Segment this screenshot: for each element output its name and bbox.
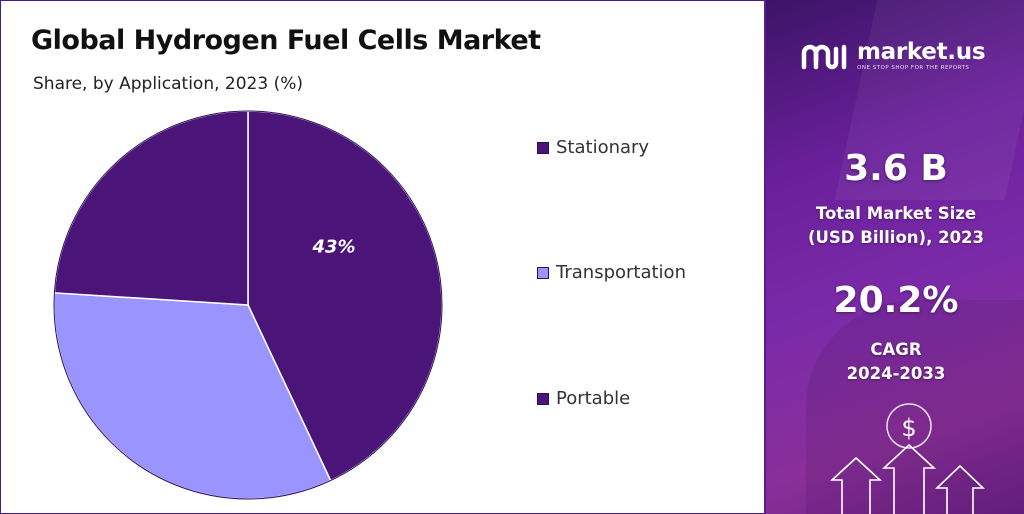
market-us-logo-icon [801,44,847,69]
legend-swatch [537,392,549,405]
pie-outline [53,110,443,500]
cagr-label-line1: CAGR [870,340,922,359]
brand-tagline: ONE STOP SHOP FOR THE REPORTS [857,65,970,71]
chart-subtitle: Share, by Application, 2023 (%) [33,74,303,94]
up-arrow-icon [935,464,985,514]
cagr-value: 20.2% [833,280,959,321]
pie-data-label: 43% [311,236,355,257]
market-size-label-line2: (USD Billion), 2023 [807,228,985,247]
cagr-label-line2: 2024-2033 [846,364,946,383]
coin-icon [886,403,932,449]
legend-label: Stationary [556,137,650,158]
growth-decoration: $ [829,403,985,514]
up-arrow-icon [881,443,937,514]
pie-chart: 43% [53,110,443,500]
pie-slice-portable [53,110,249,306]
legend-label: Portable [556,388,631,409]
brand-name: market.us [857,39,986,65]
legend-item-portable: Portable [537,388,630,409]
brand-logo: market.us ONE STOP SHOP FOR THE REPORTS [800,39,986,71]
legend-swatch [537,266,549,279]
market-size-value: 3.6 B [844,148,948,189]
chart-panel: Global Hydrogen Fuel Cells Market Share,… [1,1,762,513]
up-arrow-icon [829,456,883,514]
legend-item-transportation: Transportation [537,262,686,283]
market-size-label-line1: Total Market Size [815,204,977,223]
stats-panel: market.us ONE STOP SHOP FOR THE REPORTS … [764,0,1024,514]
legend-swatch [537,141,549,154]
chart-title: Global Hydrogen Fuel Cells Market [31,25,541,56]
legend-label: Transportation [556,262,686,283]
legend-item-stationary: Stationary [537,137,649,158]
dollar-icon: $ [901,414,916,442]
background-texture [806,300,1024,514]
